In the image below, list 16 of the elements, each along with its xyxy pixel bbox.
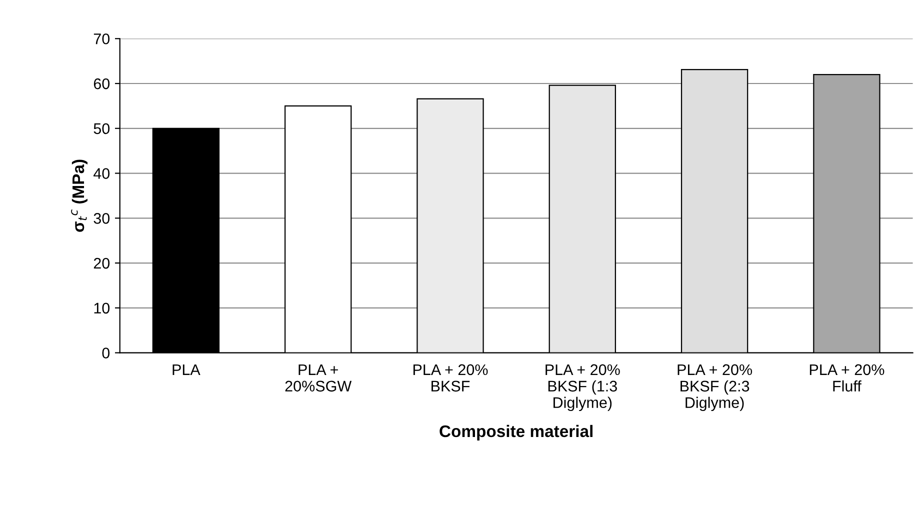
x-tick-label: PLA + 20%SGW xyxy=(285,364,352,392)
x-tick-label: PLA + 20% BKSF (2:3 Diglyme) xyxy=(678,364,752,412)
y-tick-label: 60 xyxy=(94,78,110,90)
x-tick-label: PLA xyxy=(172,364,200,375)
y-tick-label: 50 xyxy=(94,123,110,134)
x-axis-title: Composite material xyxy=(440,424,592,440)
y-tick-label: 20 xyxy=(94,258,110,269)
x-tick-label: PLA + 20% Fluff xyxy=(810,364,884,392)
x-tick-label: PLA + 20% BKSF xyxy=(413,364,488,392)
y-tick-label: 10 xyxy=(94,302,110,314)
y-tick-label: 0 xyxy=(102,348,110,358)
y-tick-label: 40 xyxy=(93,168,110,179)
y-tick-label: 70 xyxy=(94,33,110,44)
y-axis-title: σ$_{t}$$^{c}$ (MPa) xyxy=(71,160,88,232)
y-tick-label: 30 xyxy=(94,213,110,224)
x-tick-label: PLA + 20% BKSF (1:3 Diglyme) xyxy=(546,364,620,412)
